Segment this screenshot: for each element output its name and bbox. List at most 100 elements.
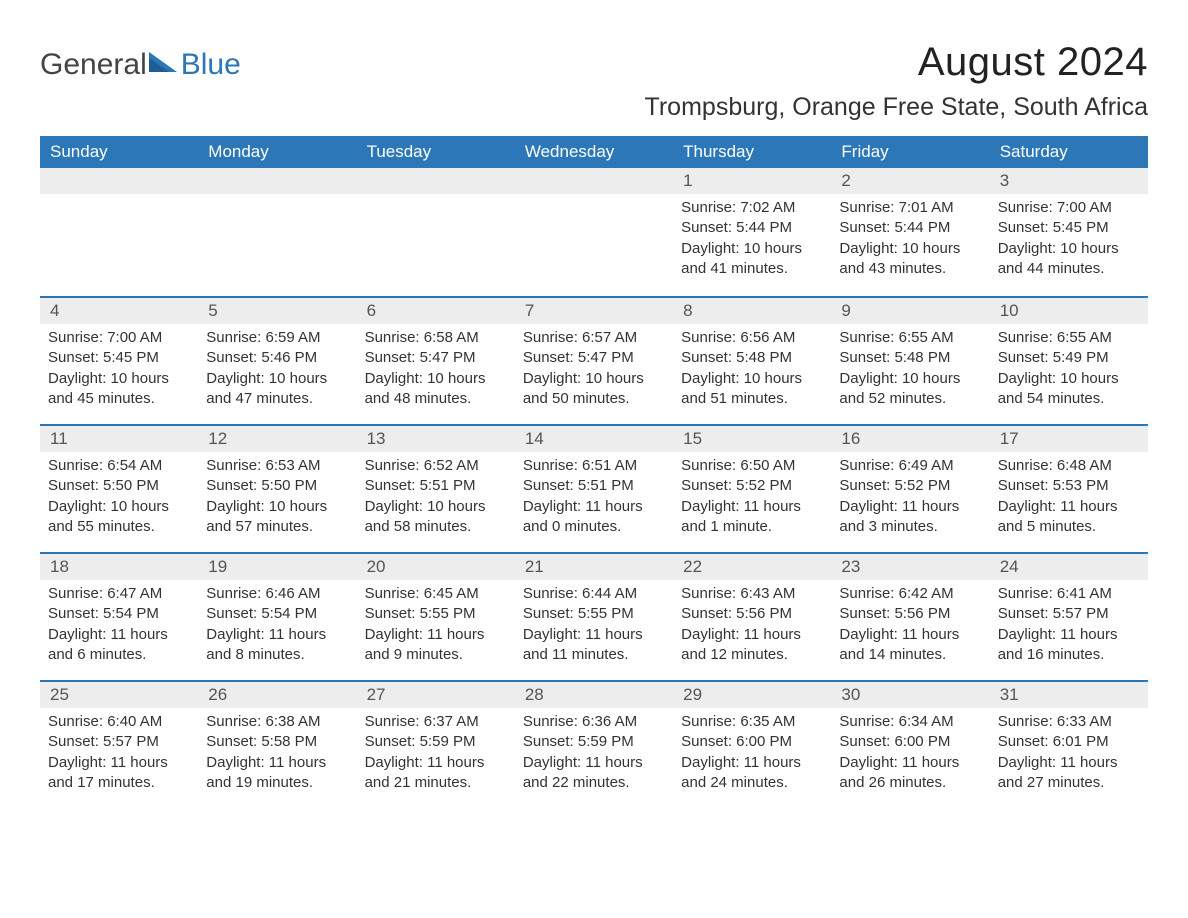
day-number: 23 [831,554,989,580]
sunrise-line: Sunrise: 6:41 AM [998,584,1140,604]
sunrise-line: Sunrise: 6:38 AM [206,712,348,732]
sunset-line: Sunset: 5:51 PM [523,476,665,496]
week-row: 4Sunrise: 7:00 AMSunset: 5:45 PMDaylight… [40,296,1148,422]
sunrise-line: Sunrise: 6:42 AM [839,584,981,604]
dow-tuesday: Tuesday [357,136,515,168]
day-cell: 14Sunrise: 6:51 AMSunset: 5:51 PMDayligh… [515,426,673,550]
day-cell: 15Sunrise: 6:50 AMSunset: 5:52 PMDayligh… [673,426,831,550]
title-block: August 2024 [918,40,1148,85]
day-number: 7 [515,298,673,324]
sunrise-line: Sunrise: 6:49 AM [839,456,981,476]
day-number: 28 [515,682,673,708]
sunset-line: Sunset: 5:52 PM [681,476,823,496]
day-details: Sunrise: 6:46 AMSunset: 5:54 PMDaylight:… [206,584,348,665]
daylight-line: Daylight: 11 hours and 26 minutes. [839,753,981,794]
sunset-line: Sunset: 5:49 PM [998,348,1140,368]
sunrise-line: Sunrise: 6:55 AM [839,328,981,348]
day-number: 16 [831,426,989,452]
sunrise-line: Sunrise: 6:43 AM [681,584,823,604]
day-details: Sunrise: 6:43 AMSunset: 5:56 PMDaylight:… [681,584,823,665]
week-row: 18Sunrise: 6:47 AMSunset: 5:54 PMDayligh… [40,552,1148,678]
day-number: 19 [198,554,356,580]
day-details: Sunrise: 6:35 AMSunset: 6:00 PMDaylight:… [681,712,823,793]
week-row: 25Sunrise: 6:40 AMSunset: 5:57 PMDayligh… [40,680,1148,806]
day-number: 5 [198,298,356,324]
sunrise-line: Sunrise: 6:54 AM [48,456,190,476]
day-details: Sunrise: 6:33 AMSunset: 6:01 PMDaylight:… [998,712,1140,793]
day-number [515,168,673,194]
day-cell: 10 Sunrise: 6:55 AMSunset: 5:49 PMDayligh… [990,298,1148,422]
sunrise-line: Sunrise: 6:53 AM [206,456,348,476]
day-details: Sunrise: 6:55 AMSunset: 5:48 PMDaylight:… [839,328,981,409]
day-cell: 26Sunrise: 6:38 AMSunset: 5:58 PMDayligh… [198,682,356,806]
sunset-line: Sunset: 6:00 PM [839,732,981,752]
sunset-line: Sunset: 6:01 PM [998,732,1140,752]
sunset-line: Sunset: 5:48 PM [681,348,823,368]
sunrise-line: Sunrise: 6:52 AM [365,456,507,476]
day-number: 17 [990,426,1148,452]
week-row: 11Sunrise: 6:54 AMSunset: 5:50 PMDayligh… [40,424,1148,550]
day-empty [198,168,356,294]
sunrise-line: Sunrise: 6:58 AM [365,328,507,348]
day-cell: 18Sunrise: 6:47 AMSunset: 5:54 PMDayligh… [40,554,198,678]
sunrise-line: Sunrise: 6:56 AM [681,328,823,348]
day-number: 10 [990,298,1148,324]
day-details: Sunrise: 7:00 AMSunset: 5:45 PMDaylight:… [998,198,1140,279]
sunrise-line: Sunrise: 6:55 AM [998,328,1140,348]
sunrise-line: Sunrise: 6:34 AM [839,712,981,732]
day-number: 6 [357,298,515,324]
sunset-line: Sunset: 5:47 PM [523,348,665,368]
daylight-line: Daylight: 11 hours and 1 minute. [681,497,823,538]
sunset-line: Sunset: 5:58 PM [206,732,348,752]
sunset-line: Sunset: 5:48 PM [839,348,981,368]
sunset-line: Sunset: 5:57 PM [48,732,190,752]
sunset-line: Sunset: 5:55 PM [365,604,507,624]
logo-flag-icon [149,52,177,72]
day-number: 20 [357,554,515,580]
sunset-line: Sunset: 5:56 PM [681,604,823,624]
sunset-line: Sunset: 5:46 PM [206,348,348,368]
daylight-line: Daylight: 10 hours and 44 minutes. [998,239,1140,280]
sunset-line: Sunset: 5:59 PM [523,732,665,752]
daylight-line: Daylight: 11 hours and 27 minutes. [998,753,1140,794]
sunset-line: Sunset: 5:54 PM [206,604,348,624]
daylight-line: Daylight: 10 hours and 43 minutes. [839,239,981,280]
sunrise-line: Sunrise: 7:01 AM [839,198,981,218]
logo-text-general: General [40,48,147,82]
sunset-line: Sunset: 5:44 PM [681,218,823,238]
day-cell: 28Sunrise: 6:36 AMSunset: 5:59 PMDayligh… [515,682,673,806]
sunset-line: Sunset: 5:55 PM [523,604,665,624]
week-row: 1Sunrise: 7:02 AMSunset: 5:44 PMDaylight… [40,168,1148,294]
month-title: August 2024 [918,40,1148,85]
daylight-line: Daylight: 11 hours and 0 minutes. [523,497,665,538]
sunrise-line: Sunrise: 6:46 AM [206,584,348,604]
day-details: Sunrise: 6:58 AMSunset: 5:47 PMDaylight:… [365,328,507,409]
day-number: 22 [673,554,831,580]
day-details: Sunrise: 6:40 AMSunset: 5:57 PMDaylight:… [48,712,190,793]
sunset-line: Sunset: 5:45 PM [48,348,190,368]
day-of-week-header: SundayMondayTuesdayWednesdayThursdayFrid… [40,136,1148,168]
day-details: Sunrise: 6:53 AMSunset: 5:50 PMDaylight:… [206,456,348,537]
daylight-line: Daylight: 11 hours and 9 minutes. [365,625,507,666]
sunrise-line: Sunrise: 6:59 AM [206,328,348,348]
day-cell: 8 Sunrise: 6:56 AMSunset: 5:48 PMDaylight… [673,298,831,422]
day-cell: 16 Sunrise: 6:49 AMSunset: 5:52 PMDayligh… [831,426,989,550]
day-cell: 12Sunrise: 6:53 AMSunset: 5:50 PMDayligh… [198,426,356,550]
daylight-line: Daylight: 10 hours and 41 minutes. [681,239,823,280]
day-number: 8 [673,298,831,324]
sunset-line: Sunset: 6:00 PM [681,732,823,752]
day-cell: 30Sunrise: 6:34 AMSunset: 6:00 PMDayligh… [831,682,989,806]
day-details: Sunrise: 7:00 AMSunset: 5:45 PMDaylight:… [48,328,190,409]
day-number: 9 [831,298,989,324]
daylight-line: Daylight: 10 hours and 54 minutes. [998,369,1140,410]
daylight-line: Daylight: 11 hours and 3 minutes. [839,497,981,538]
daylight-line: Daylight: 10 hours and 47 minutes. [206,369,348,410]
day-number: 24 [990,554,1148,580]
day-cell: 17Sunrise: 6:48 AMSunset: 5:53 PMDayligh… [990,426,1148,550]
sunrise-line: Sunrise: 6:40 AM [48,712,190,732]
day-details: Sunrise: 6:49 AMSunset: 5:52 PMDaylight:… [839,456,981,537]
sunrise-line: Sunrise: 6:57 AM [523,328,665,348]
day-details: Sunrise: 6:56 AMSunset: 5:48 PMDaylight:… [681,328,823,409]
dow-wednesday: Wednesday [515,136,673,168]
day-cell: 20Sunrise: 6:45 AMSunset: 5:55 PMDayligh… [357,554,515,678]
